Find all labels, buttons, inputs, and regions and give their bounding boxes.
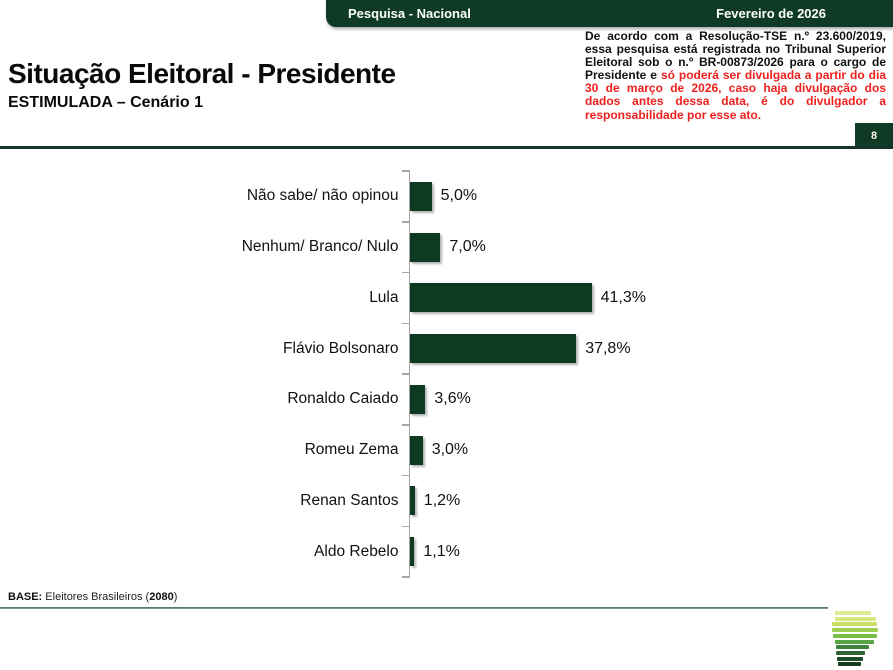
chart-row: Renan Santos 1,2%	[0, 475, 893, 527]
bar-area: 41,3%	[408, 272, 893, 324]
category-label: Nenhum/ Branco/ Nulo	[241, 238, 399, 256]
bar-area: 1,2%	[408, 475, 893, 527]
page-title: Situação Eleitoral - Presidente	[8, 58, 396, 89]
chart-row: Romeu Zema 3,0%	[0, 424, 893, 476]
bar	[409, 232, 441, 262]
disclaimer-black-text: De acordo com a Resolução-TSE n.º 23.600…	[585, 29, 886, 83]
footer-rule	[0, 607, 828, 609]
category-label: Flávio Bolsonaro	[283, 339, 399, 357]
bar-area: 37,8%	[408, 323, 893, 374]
chart-row: Lula 41,3%	[0, 272, 893, 324]
logo-stripe	[833, 633, 877, 638]
value-label: 37,8%	[585, 339, 631, 357]
page-subtitle: ESTIMULADA – Cenário 1	[8, 94, 203, 111]
base-note: BASE: Eleitores Brasileiros (2080)	[8, 591, 177, 603]
chart-row: Flávio Bolsonaro 37,8%	[0, 323, 893, 374]
category-label: Lula	[369, 288, 399, 306]
value-label: 5,0%	[440, 187, 478, 205]
bar	[409, 334, 577, 364]
value-label: 1,2%	[423, 491, 461, 509]
base-note-suffix: )	[173, 591, 178, 603]
chart-row: Aldo Rebelo 1,1%	[0, 526, 893, 577]
axis-tick	[402, 170, 410, 172]
bar-chart: Não sabe/ não opinou 5,0% Nenhum/ Branco/ …	[0, 170, 893, 578]
chart-row: Não sabe/ não opinou 5,0%	[0, 171, 893, 222]
logo-stripe	[832, 628, 878, 633]
base-note-prefix: BASE:	[8, 591, 43, 603]
value-label: 3,0%	[431, 441, 469, 459]
logo-stripe	[838, 662, 861, 667]
category-label: Não sabe/ não opinou	[246, 187, 399, 205]
value-label: 1,1%	[423, 542, 460, 560]
header-right-label: Fevereiro de 2026	[716, 6, 826, 21]
base-note-count: 2080	[149, 591, 174, 603]
category-label: Ronaldo Caiado	[287, 390, 399, 408]
axis-tick	[402, 322, 410, 324]
logo-stripe	[835, 639, 874, 644]
axis-tick	[402, 576, 410, 578]
bar-area: 5,0%	[408, 171, 893, 222]
bar	[409, 435, 423, 465]
chart-row: Ronaldo Caiado 3,6%	[0, 374, 893, 425]
bar	[409, 181, 432, 211]
axis-tick	[402, 271, 410, 274]
logo-stripe	[837, 656, 863, 661]
chart-row: Nenhum/ Branco/ Nulo 7,0%	[0, 221, 893, 273]
disclaimer-red-text: só poderá ser divulgada a partir do dia …	[585, 68, 886, 122]
legal-disclaimer: De acordo com a Resolução-TSE n.º 23.600…	[585, 29, 886, 122]
base-note-mid: Eleitores Brasileiros (	[42, 591, 150, 603]
page-number-badge: 8	[855, 123, 893, 149]
bar	[409, 384, 426, 414]
value-label: 7,0%	[449, 238, 486, 256]
category-label: Romeu Zema	[304, 441, 399, 459]
bar	[409, 486, 415, 516]
bar	[409, 537, 415, 567]
header-bar: Pesquisa - Nacional Fevereiro de 2026	[326, 0, 893, 27]
header-left-label: Pesquisa - Nacional	[348, 6, 471, 21]
bar	[409, 283, 592, 313]
header-divider	[0, 146, 893, 149]
category-label: Aldo Rebelo	[314, 542, 399, 560]
bar-area: 1,1%	[408, 526, 893, 577]
axis-tick	[402, 373, 410, 375]
axis-tick	[402, 424, 410, 426]
logo-stripe	[836, 645, 869, 650]
axis-tick	[402, 474, 410, 477]
axis-tick	[402, 221, 410, 223]
striped-brand-logo	[832, 611, 882, 669]
logo-stripe	[832, 622, 877, 627]
logo-stripe	[836, 650, 865, 655]
value-label: 3,6%	[434, 390, 471, 408]
bar-area: 3,0%	[408, 424, 893, 476]
value-label: 41,3%	[600, 288, 646, 306]
bar-area: 7,0%	[408, 221, 893, 273]
axis-tick	[402, 525, 410, 527]
bar-area: 3,6%	[408, 374, 893, 425]
logo-stripe	[835, 616, 876, 621]
category-label: Renan Santos	[300, 491, 399, 509]
logo-stripe	[835, 611, 871, 616]
